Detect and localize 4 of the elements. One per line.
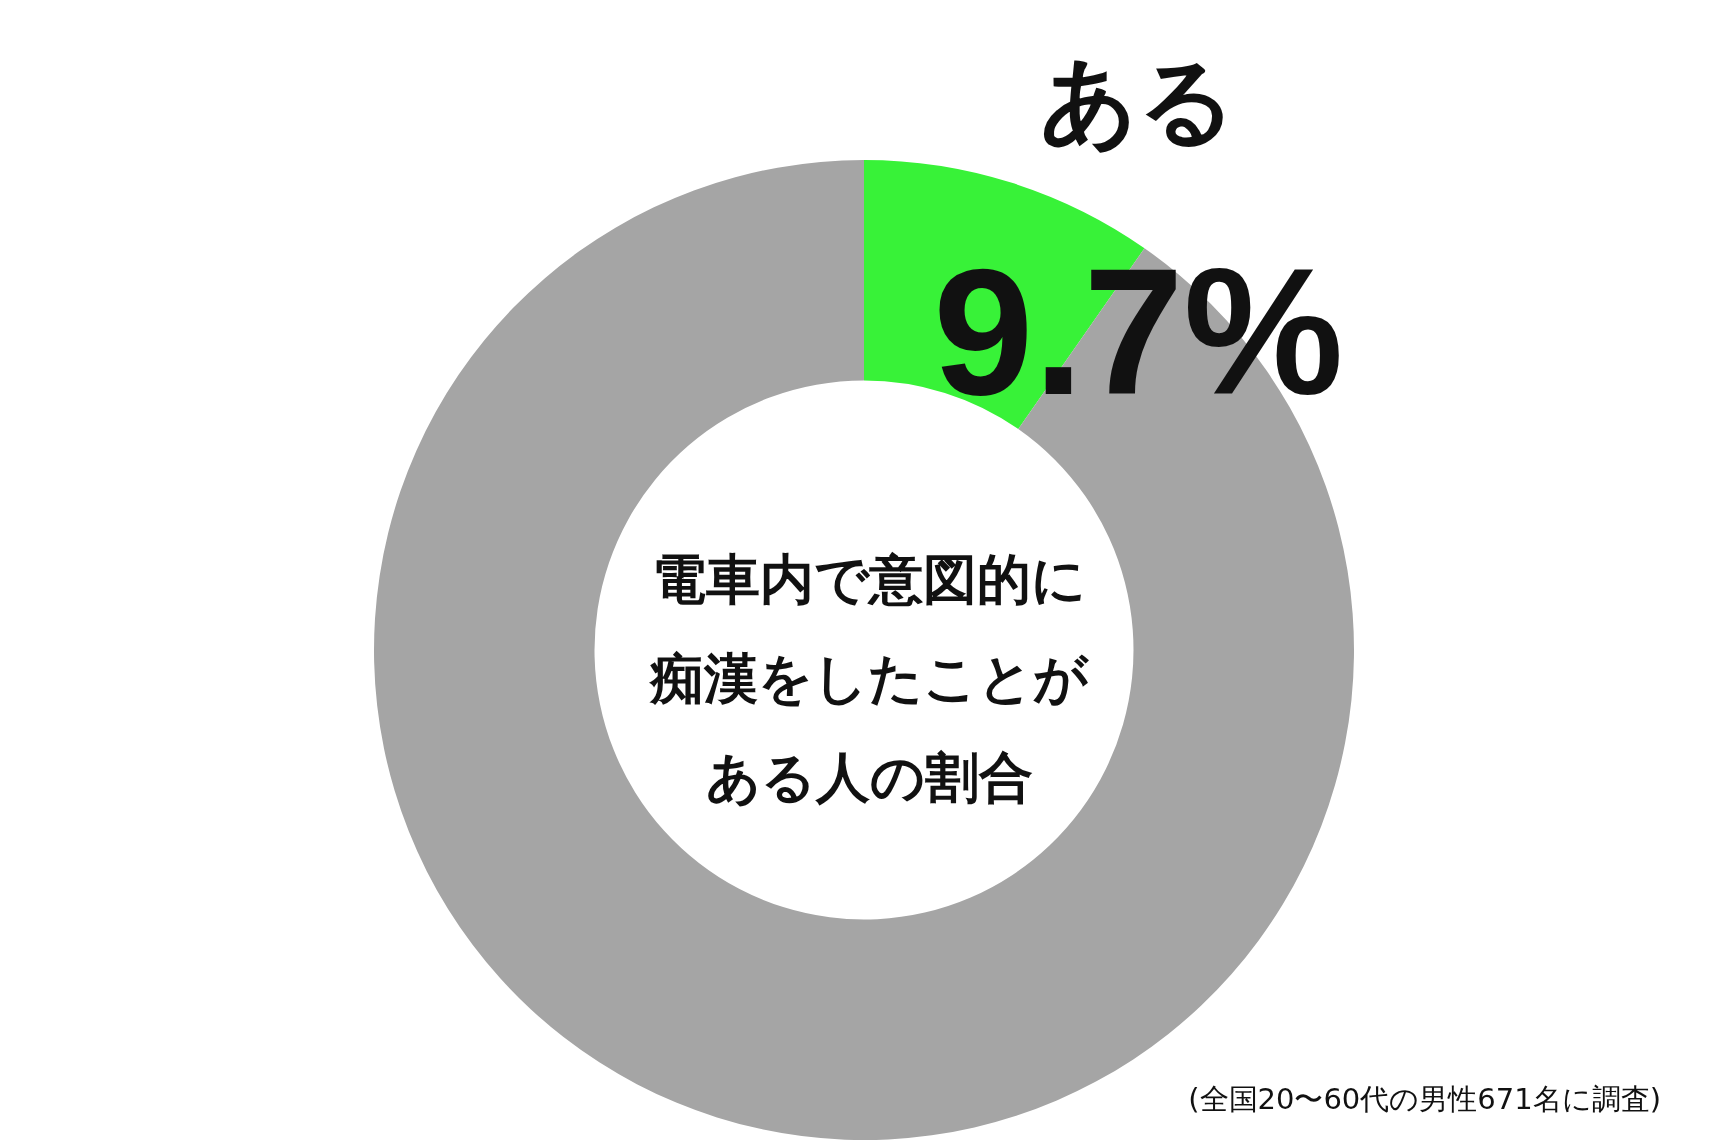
text: (全国20〜60代の男性671名に調査): [1188, 1081, 1661, 1118]
slice-label: ある: [1040, 45, 1237, 158]
text: 電車内で意図的に痴漢をしたことがある人の割合: [648, 547, 1090, 811]
data-label: 9.7%: [933, 230, 1344, 432]
